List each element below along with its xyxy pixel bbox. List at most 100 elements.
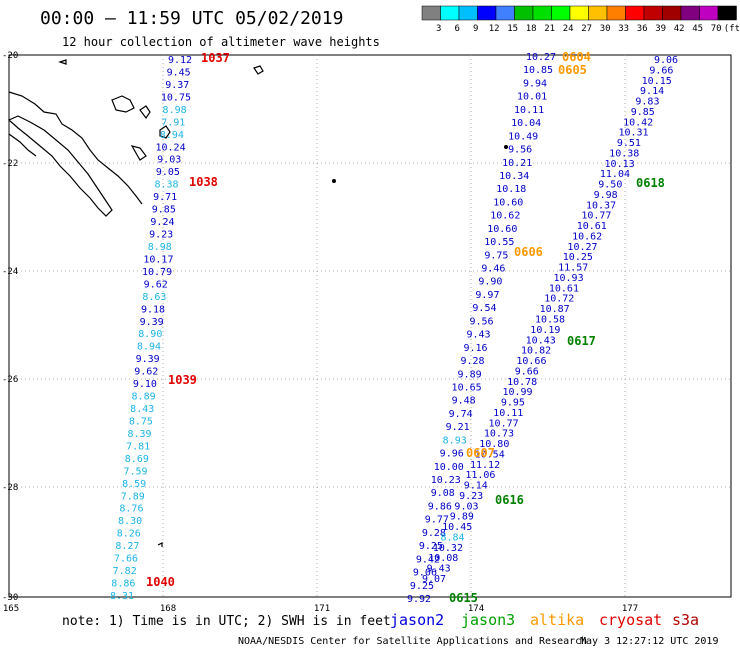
wave-height-value: 9.50 [598,180,622,191]
wave-height-value: 9.25 [419,541,443,552]
wave-height-value: 9.21 [446,422,470,433]
wave-height-value: 9.95 [501,398,525,409]
wave-height-value: 9.83 [635,97,659,108]
pass-time-label: 0616 [495,493,524,507]
y-tick-label: -24 [2,267,18,277]
y-axis-ticks: -20 -22 -24 -26 -28 -30 [2,51,18,603]
colorbar-swatch [477,5,497,21]
wave-height-value: 10.08 [428,553,458,564]
wave-height-value: 9.92 [407,594,431,605]
colorbar-label: 33 [618,24,629,34]
wave-height-value: 8.89 [132,392,156,403]
wave-height-value: 9.39 [136,354,160,365]
x-tick-label: 171 [314,604,330,614]
satellite-legend-jason3: jason3 [461,611,515,629]
wave-height-value: 10.17 [143,254,173,265]
wave-height-value: 10.45 [442,522,472,533]
wave-height-value: 10.38 [609,148,639,159]
pass-time-label: 0615 [449,591,478,605]
wave-height-value: 9.54 [472,303,496,314]
pass-time-label: 1037 [201,51,230,65]
wave-height-value: 9.06 [413,568,437,579]
x-tick-label: 165 [3,604,19,614]
wave-height-value: 9.75 [484,250,508,261]
wave-height-value: 9.86 [428,501,452,512]
colorbar-label: 24 [563,24,574,34]
wave-height-value: 7.89 [121,491,145,502]
wave-height-value: 10.11 [514,105,544,116]
wave-height-value: 9.24 [150,217,174,228]
colorbar-label: 45 [692,24,703,34]
wave-height-value: 9.10 [133,379,157,390]
wave-height-value: 10.49 [508,131,538,142]
wave-height-value: 10.87 [540,304,570,315]
coastline [7,59,509,547]
pass-time-label: 0607 [466,446,495,460]
wave-height-value: 10.72 [544,294,574,305]
wave-height-value: 9.37 [165,80,189,91]
wave-height-value: 9.89 [450,512,474,523]
wave-height-value: 10.43 [526,335,556,346]
wave-height-value: 9.51 [617,138,641,149]
wave-height-value: 9.98 [594,190,618,201]
wave-height-value: 10.60 [493,197,523,208]
wave-height-value: 9.06 [654,55,678,66]
x-tick-label: 168 [160,604,176,614]
map-subtitle: 12 hour collection of altimeter wave hei… [62,35,380,49]
wave-height-value: 9.66 [649,65,673,76]
footer-org: NOAA/NESDIS Center for Satellite Applica… [238,636,587,647]
x-tick-label: 174 [468,604,484,614]
wave-height-value: 8.38 [154,180,178,191]
wave-height-value: 9.46 [481,264,505,275]
wave-height-value: 10.54 [475,449,505,460]
y-tick-label: -26 [2,375,18,385]
wave-height-value: 10.65 [452,382,482,393]
wave-height-value: 9.66 [515,366,539,377]
wave-height-value: 9.85 [631,107,655,118]
pass-time-label: 0605 [558,63,587,77]
wave-height-value: 9.23 [459,491,483,502]
wave-height-value: 10.04 [511,118,541,129]
satellite-legend: jason2 jason3 altika cryosat s3a [390,611,699,629]
wave-height-value: 9.18 [141,304,165,315]
pass-time-label: 1039 [168,373,197,387]
wave-height-value: 9.28 [461,356,485,367]
wave-height-value: 8.94 [160,130,184,141]
map-title: 00:00 – 11:59 UTC 05/02/2019 [40,8,343,29]
wave-height-value: 9.28 [422,528,446,539]
wave-height-value: 7.66 [114,554,138,565]
wave-height-value: 9.97 [475,290,499,301]
wave-height-value: 9.23 [149,230,173,241]
wave-height-value: 10.93 [554,273,584,284]
wave-height-value: 8.86 [111,579,135,590]
satellite-legend-jason2: jason2 [390,611,444,629]
wave-height-value: 11.57 [558,263,588,274]
wave-height-value: 10.37 [586,200,616,211]
wave-height-value: 7.59 [123,466,147,477]
colorbar-label: 42 [674,24,685,34]
map-frame: 165 168 171 174 177 -20 -22 -24 -26 -28 -30 [2,51,732,614]
wave-height-value: 9.62 [144,279,168,290]
colorbar-swatch [495,5,515,21]
pass-time-label: 1040 [146,575,175,589]
colorbar-swatch [532,5,552,21]
wave-height-value: 9.94 [523,78,547,89]
wave-height-value: 9.56 [469,316,493,327]
wave-height-value: 9.25 [410,581,434,592]
wave-height-value: 10.77 [489,418,519,429]
wave-height-value: 10.85 [523,65,553,76]
wave-height-value: 10.15 [642,76,672,87]
colorbar-swatch [606,5,626,21]
wave-height-value: 10.77 [581,211,611,222]
wave-height-value: 9.39 [140,317,164,328]
wave-height-value: 8.98 [148,242,172,253]
wave-height-value: 10.73 [484,429,514,440]
wave-height-value: 7.81 [126,441,150,452]
wave-height-value: 9.71 [153,192,177,203]
wave-height-value: 9.74 [449,409,473,420]
wave-height-value: 8.39 [127,429,151,440]
